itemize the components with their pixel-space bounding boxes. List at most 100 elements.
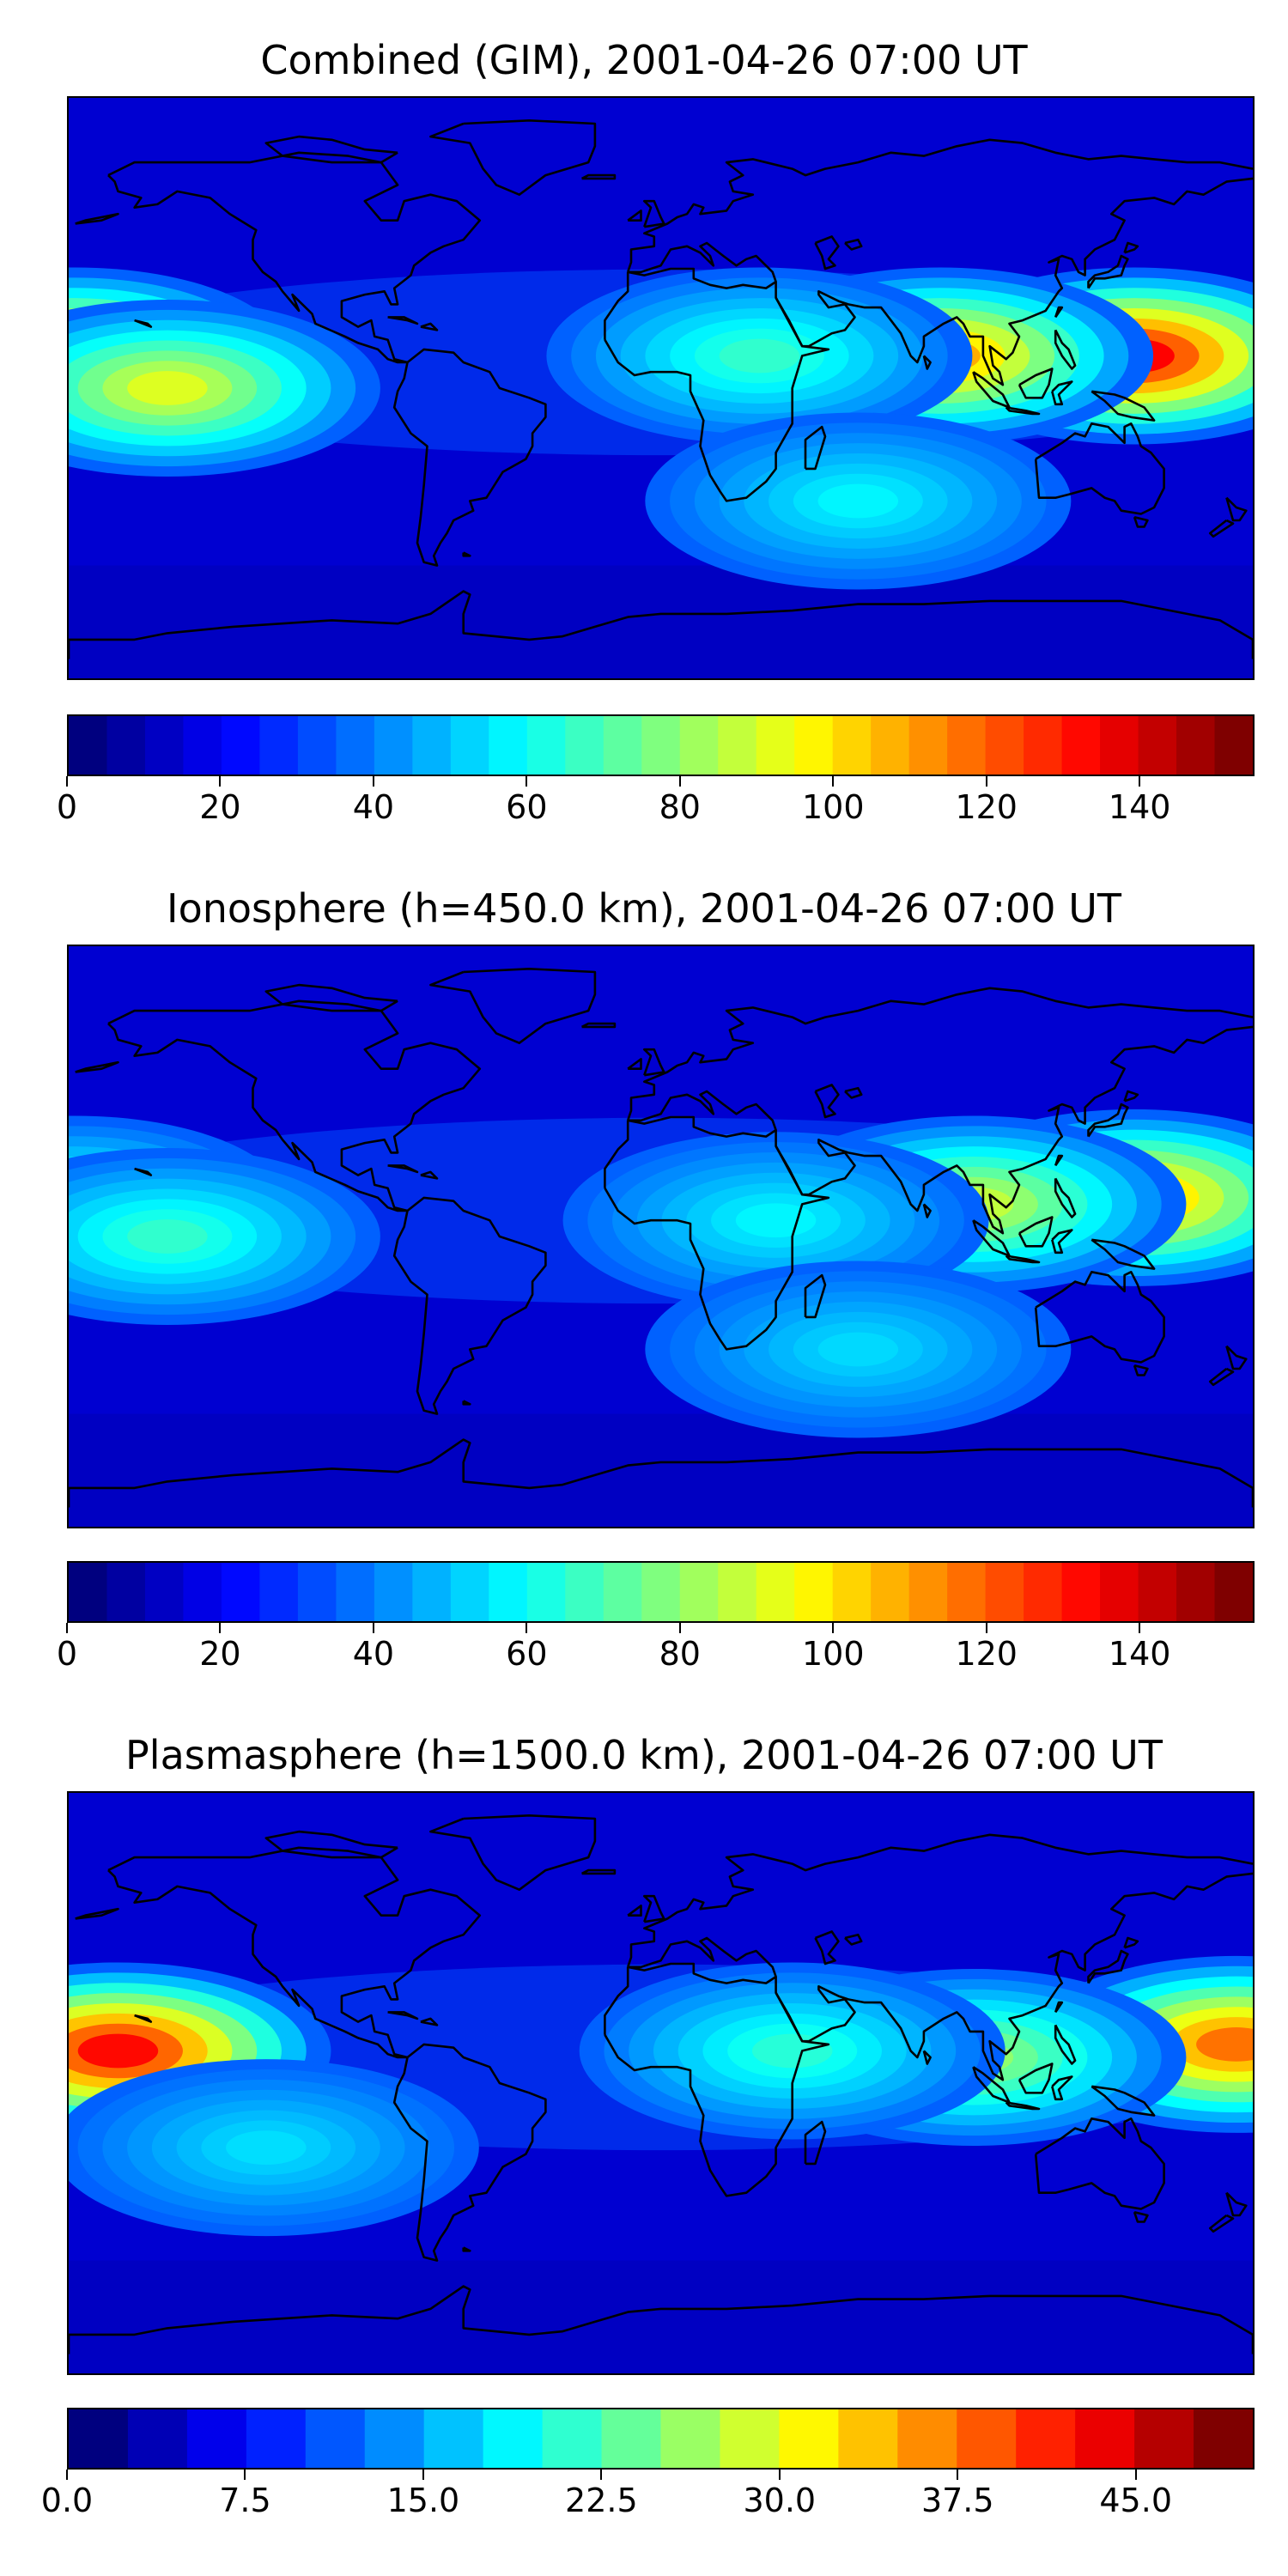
- colorbar-segment: [947, 1563, 987, 1621]
- colorbar-segment: [897, 2409, 957, 2468]
- tec-contour-level: [1196, 2027, 1253, 2062]
- coastline: [844, 238, 863, 251]
- colorbar-tick-label: 60: [506, 1635, 548, 1673]
- colorbar-ionosphere: [67, 1561, 1255, 1623]
- colorbar-tick: [1134, 2470, 1137, 2480]
- coastline: [581, 173, 617, 180]
- coastline: [69, 1438, 1253, 1508]
- colorbar-segment: [985, 716, 1024, 775]
- coastline: [75, 1907, 119, 1920]
- coastline: [1133, 515, 1149, 528]
- colorbar-segment: [374, 1563, 413, 1621]
- coastline: [1225, 1345, 1248, 1370]
- coastline: [1054, 1177, 1077, 1218]
- coastline: [642, 1048, 665, 1077]
- colorbar-tick-label: 60: [506, 788, 548, 826]
- coastline: [69, 2285, 1253, 2354]
- colorbar-tick: [66, 2470, 68, 2480]
- colorbar-segment: [1138, 1563, 1177, 1621]
- colorbar-tick: [66, 776, 68, 787]
- tec-contour-level: [226, 2130, 307, 2165]
- coastline: [429, 1814, 597, 1891]
- tec-contour-level: [127, 371, 208, 405]
- coastline: [775, 1025, 1253, 1235]
- coastline: [387, 1164, 419, 1174]
- tec-contour-level: [719, 338, 800, 374]
- coastline: [387, 2011, 419, 2020]
- colorbar-segment: [794, 1563, 834, 1621]
- colorbar-segment: [1061, 716, 1101, 775]
- colorbar-segment: [565, 716, 605, 775]
- colorbar-tick: [832, 1623, 835, 1633]
- colorbar-tick: [66, 1623, 68, 1633]
- colorbar-tick-label: 80: [659, 1635, 701, 1673]
- coastline: [1225, 2191, 1248, 2217]
- colorbar-segment: [336, 1563, 375, 1621]
- colorbar-segment: [1075, 2409, 1135, 2468]
- coastline: [642, 199, 665, 228]
- colorbar-plasmasphere: [67, 2408, 1255, 2470]
- colorbar-segment: [908, 716, 948, 775]
- colorbar-segment: [756, 716, 795, 775]
- colorbar-segment: [1214, 1563, 1253, 1621]
- colorbar-segment: [779, 2409, 839, 2468]
- coastline: [581, 1022, 617, 1029]
- colorbar-segment: [832, 716, 872, 775]
- coastline: [804, 2120, 827, 2166]
- coastline: [627, 1936, 777, 1984]
- colorbar-segment: [1024, 716, 1063, 775]
- colorbar-segment: [1134, 2409, 1194, 2468]
- colorbar-segment: [259, 1563, 299, 1621]
- colorbar-segment: [305, 2409, 366, 2468]
- colorbar-segment: [1024, 1563, 1063, 1621]
- colorbar-tick: [244, 2470, 246, 2480]
- coastline: [264, 983, 398, 1012]
- coastline: [922, 355, 932, 370]
- colorbar-segment: [1100, 1563, 1139, 1621]
- coastline: [75, 212, 119, 225]
- colorbar-tick: [985, 776, 987, 787]
- coastline: [1054, 2001, 1064, 2014]
- colorbar-segment: [144, 1563, 185, 1621]
- coastline: [107, 1846, 482, 2059]
- coastline: [1123, 241, 1139, 254]
- coastline: [264, 1830, 398, 1859]
- colorbar-tick: [678, 1623, 681, 1633]
- colorbar-tick: [526, 776, 528, 787]
- colorbar-segment: [1176, 1563, 1216, 1621]
- colorbar-tick: [372, 776, 374, 787]
- tec-contour-level: [77, 2033, 159, 2069]
- colorbar-tick-label: 120: [955, 1635, 1018, 1673]
- colorbar-tick-label: 45.0: [1099, 2482, 1172, 2519]
- coastline: [604, 271, 629, 340]
- coastline: [581, 1868, 617, 1875]
- colorbar-segment: [660, 2409, 721, 2468]
- colorbar-segment: [1061, 1563, 1101, 1621]
- coastline: [420, 1170, 439, 1180]
- colorbar-segment: [297, 1563, 337, 1621]
- colorbar-tick-label: 100: [801, 788, 865, 826]
- colorbar-tick-label: 30.0: [743, 2482, 817, 2519]
- coastline: [626, 138, 1253, 273]
- colorbar-segment: [641, 1563, 681, 1621]
- colorbar-tick-label: 120: [955, 788, 1018, 826]
- colorbar-segment: [450, 1563, 489, 1621]
- tec-map-combined: [67, 96, 1255, 680]
- coastline: [627, 1058, 642, 1070]
- coastline: [1051, 380, 1073, 406]
- coastline: [922, 1203, 932, 1218]
- colorbar-segment: [679, 1563, 719, 1621]
- colorbar-tick-label: 20: [199, 788, 241, 826]
- coastline: [626, 987, 1253, 1121]
- coastline: [1005, 1255, 1041, 1264]
- colorbar-segment: [838, 2409, 898, 2468]
- coastline: [627, 1905, 642, 1917]
- colorbar-tick-label: 7.5: [219, 2482, 271, 2519]
- colorbar-tick: [219, 1623, 222, 1633]
- coastline: [392, 2043, 547, 2262]
- colorbar-tick-label: 22.5: [565, 2482, 638, 2519]
- coastline: [844, 1086, 863, 1099]
- colorbar-segment: [718, 716, 757, 775]
- colorbar-segment: [957, 2409, 1017, 2468]
- coastline: [804, 425, 827, 471]
